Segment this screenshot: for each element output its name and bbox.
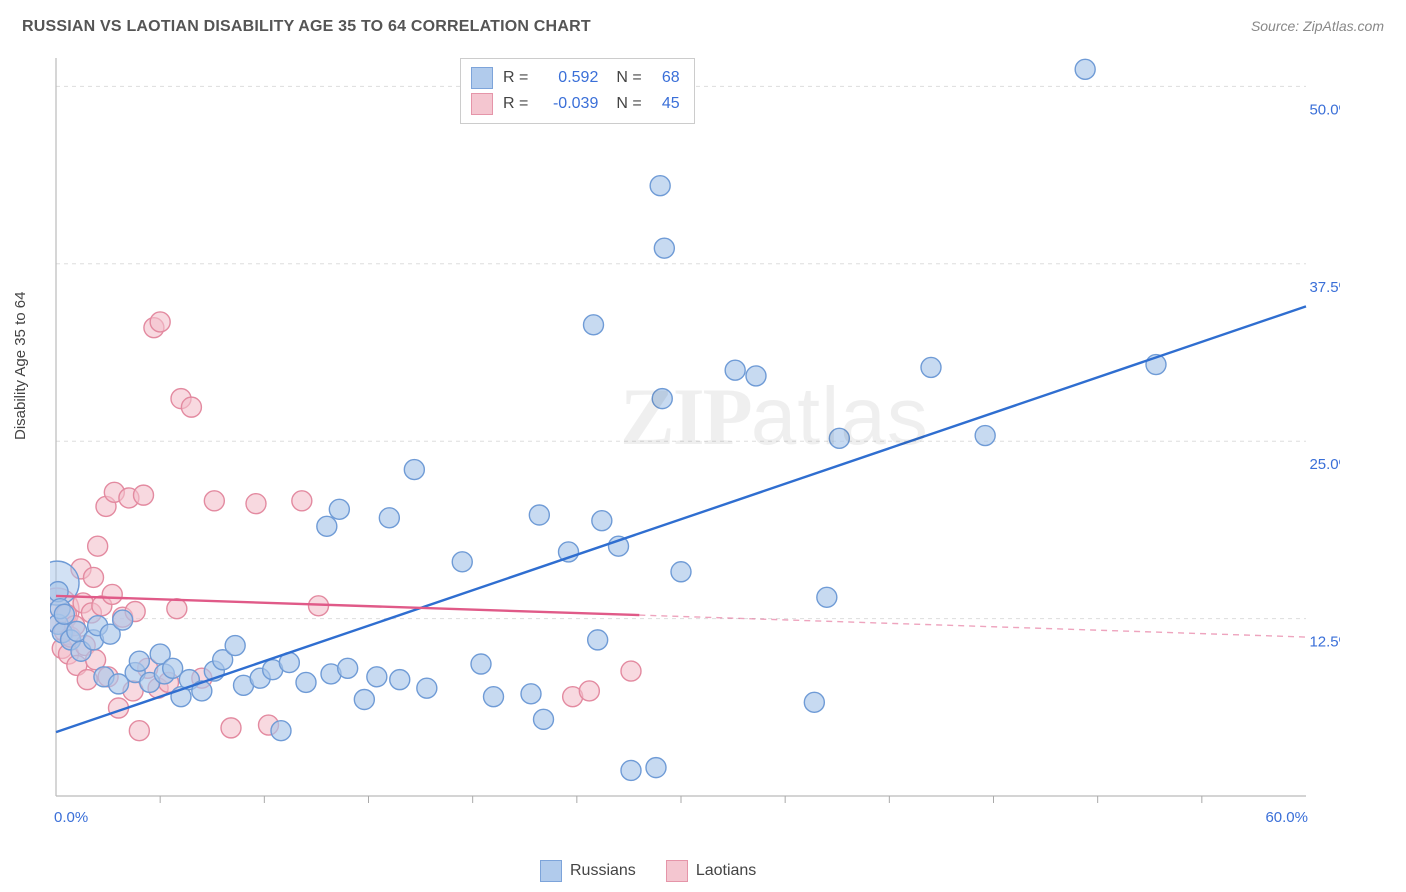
marker-laotians [204, 491, 224, 511]
trendline-dashed-laotians [639, 615, 1306, 637]
marker-russians [54, 604, 74, 624]
marker-russians [804, 692, 824, 712]
marker-russians [975, 426, 995, 446]
marker-russians [354, 689, 374, 709]
marker-laotians [88, 536, 108, 556]
y-tick-label: 25.0% [1309, 456, 1340, 473]
marker-russians [529, 505, 549, 525]
marker-russians [671, 562, 691, 582]
marker-laotians [129, 721, 149, 741]
x-axis-min-label: 0.0% [54, 809, 88, 826]
marker-russians [829, 428, 849, 448]
source-label: Source: ZipAtlas.com [1251, 18, 1384, 34]
bottom-legend-russians: Russians [540, 860, 636, 882]
marker-russians [113, 610, 133, 630]
marker-russians [817, 587, 837, 607]
marker-russians [588, 630, 608, 650]
marker-laotians [181, 397, 201, 417]
marker-russians [646, 758, 666, 778]
legend-swatch-russians [471, 67, 493, 89]
bottom-swatch-laotians [666, 860, 688, 882]
marker-laotians [134, 485, 154, 505]
legend-r-value-laotians: -0.039 [538, 91, 598, 117]
chart-title: RUSSIAN VS LAOTIAN DISABILITY AGE 35 TO … [22, 18, 591, 36]
bottom-legend-laotians: Laotians [666, 860, 757, 882]
y-tick-label: 50.0% [1309, 101, 1340, 118]
marker-russians [225, 636, 245, 656]
legend-n-label: N = [616, 65, 641, 91]
scatter-plot: 12.5% 25.0% 37.5% 50.0% 0.0% 60.0% [50, 52, 1340, 832]
marker-russians [921, 357, 941, 377]
marker-laotians [221, 718, 241, 738]
legend-r-value-russians: 0.592 [538, 65, 598, 91]
bottom-swatch-russians [540, 860, 562, 882]
marker-russians [652, 389, 672, 409]
marker-russians [379, 508, 399, 528]
marker-laotians [579, 681, 599, 701]
marker-laotians [84, 567, 104, 587]
y-tick-label: 12.5% [1309, 634, 1340, 651]
marker-laotians [246, 494, 266, 514]
marker-russians [725, 360, 745, 380]
marker-russians [404, 460, 424, 480]
legend-row-russians: R = 0.592 N = 68 [471, 65, 680, 91]
marker-russians [271, 721, 291, 741]
legend-n-value-laotians: 45 [652, 91, 680, 117]
marker-russians [452, 552, 472, 572]
marker-russians [534, 709, 554, 729]
series-legend: Russians Laotians [540, 860, 756, 882]
legend-n-label: N = [616, 91, 641, 117]
marker-russians [367, 667, 387, 687]
marker-russians [317, 516, 337, 536]
marker-russians [521, 684, 541, 704]
x-axis-max-label: 60.0% [1265, 809, 1308, 826]
legend-r-label: R = [503, 91, 528, 117]
marker-russians [471, 654, 491, 674]
bottom-label-laotians: Laotians [696, 862, 757, 880]
marker-laotians [292, 491, 312, 511]
marker-russians [654, 238, 674, 258]
marker-russians [390, 670, 410, 690]
marker-russians [338, 658, 358, 678]
marker-russians [592, 511, 612, 531]
marker-russians [621, 760, 641, 780]
marker-russians [746, 366, 766, 386]
marker-russians [484, 687, 504, 707]
legend-r-label: R = [503, 65, 528, 91]
legend-n-value-russians: 68 [652, 65, 680, 91]
marker-russians [650, 176, 670, 196]
bottom-label-russians: Russians [570, 862, 636, 880]
y-axis-label: Disability Age 35 to 64 [12, 292, 29, 440]
marker-russians [417, 678, 437, 698]
legend-swatch-laotians [471, 93, 493, 115]
marker-laotians [102, 584, 122, 604]
marker-laotians [621, 661, 641, 681]
trendline-russians [56, 306, 1306, 732]
marker-laotians [167, 599, 187, 619]
marker-russians [129, 651, 149, 671]
correlation-legend: R = 0.592 N = 68 R = -0.039 N = 45 [460, 58, 695, 124]
y-tick-label: 37.5% [1309, 279, 1340, 296]
marker-russians [296, 672, 316, 692]
marker-russians [329, 499, 349, 519]
marker-russians [1075, 59, 1095, 79]
marker-russians [584, 315, 604, 335]
marker-laotians [150, 312, 170, 332]
legend-row-laotians: R = -0.039 N = 45 [471, 91, 680, 117]
